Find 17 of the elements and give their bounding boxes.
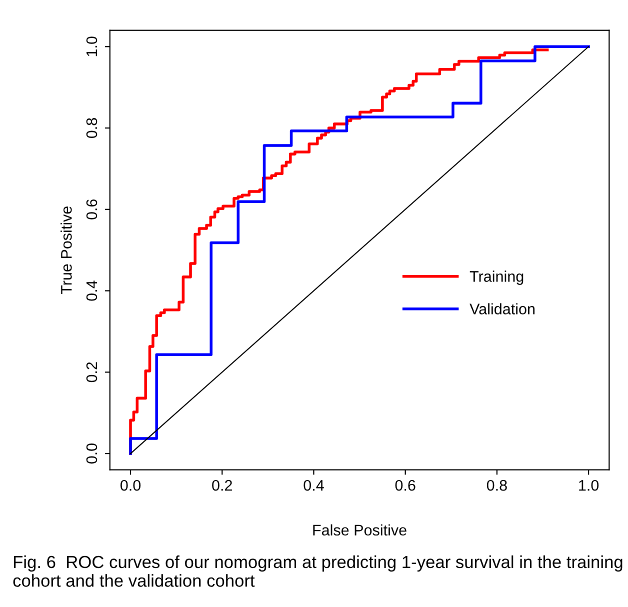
y-tick-label: 0.6 — [86, 199, 98, 220]
y-tick-label: 0.0 — [86, 444, 98, 464]
x-tick-label: 0.6 — [395, 480, 416, 491]
legend-label: Training — [470, 270, 524, 285]
x-tick-label: 1.0 — [579, 480, 599, 491]
y-tick-label: 0.2 — [86, 362, 98, 382]
x-tick-label: 0.2 — [212, 480, 232, 491]
legend-label: Validation — [470, 303, 535, 314]
x-tick-label: 0.8 — [486, 480, 507, 491]
y-tick-label: 1.0 — [86, 36, 98, 56]
x-axis-title: False Positive — [313, 524, 406, 536]
y-tick-label: 0.8 — [86, 118, 98, 138]
y-tick-label: 0.4 — [86, 280, 98, 301]
y-axis-title: True Positive — [60, 206, 72, 294]
x-tick-label: 0.4 — [304, 480, 324, 491]
x-tick-label: 0.0 — [120, 480, 141, 491]
caption: Fig. 6 ROC curves of our nomogram at predicting 1-year survival in the training cohort and the validation cohort — [13, 555, 622, 587]
